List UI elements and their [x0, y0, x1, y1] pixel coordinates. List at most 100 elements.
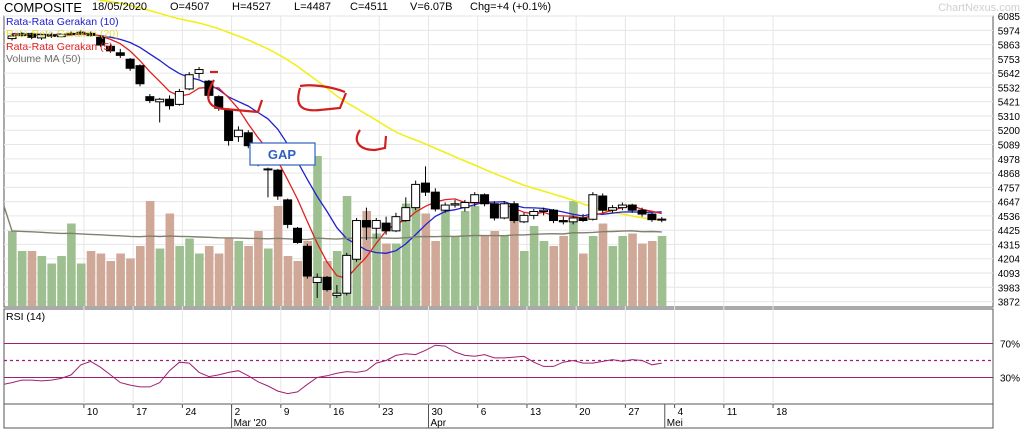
- date-tick-label: 23: [382, 407, 394, 418]
- volume-bar: [510, 213, 519, 306]
- candle-body: [489, 203, 499, 219]
- candle-body: [342, 254, 352, 294]
- volume-ma-line: [3, 205, 662, 241]
- candle-body: [470, 194, 480, 203]
- candle-body: [588, 194, 598, 220]
- date-tick-label: 30: [431, 407, 443, 418]
- candle-body: [568, 217, 578, 223]
- candle-body: [578, 217, 588, 222]
- date-tick-label: 24: [185, 407, 197, 418]
- candle-body: [233, 129, 243, 138]
- candle-body: [381, 222, 391, 232]
- volume-bar: [37, 256, 47, 306]
- candle-body: [263, 168, 273, 171]
- candle-body: [243, 132, 253, 147]
- candle-body: [135, 65, 145, 85]
- candle-body: [657, 218, 667, 221]
- price-tick-label: 4647: [998, 198, 1021, 209]
- volume-bar: [185, 238, 194, 306]
- volume-bar: [519, 251, 529, 306]
- volume-bar: [332, 251, 342, 306]
- volume-bar: [273, 206, 283, 306]
- rsi-panel: [3, 308, 994, 405]
- candle-body: [627, 204, 637, 211]
- volume-bar: [165, 213, 175, 306]
- volume-bar: [657, 236, 667, 306]
- candle-body: [115, 52, 125, 56]
- candle-body: [322, 276, 332, 291]
- volume-bar: [195, 253, 204, 306]
- volume-bar: [27, 251, 37, 306]
- volume-bar: [145, 201, 155, 306]
- candle-body: [332, 292, 342, 296]
- change-label: Chg=+4 (+0.1%): [470, 1, 552, 13]
- candle-body: [420, 182, 430, 193]
- price-tick-label: 5200: [998, 126, 1021, 137]
- volume-label: V=6.07B: [410, 1, 453, 13]
- volume-bar: [342, 196, 352, 306]
- price-tick-label: 5310: [998, 112, 1021, 123]
- volume-bar: [254, 231, 263, 306]
- volume-bar: [401, 203, 411, 306]
- price-tick-label: 4536: [998, 212, 1021, 223]
- volume-bar: [647, 241, 657, 306]
- volume-bar: [313, 156, 322, 306]
- candle-body: [391, 216, 401, 232]
- volume-bar: [451, 236, 460, 306]
- candle-body: [293, 227, 303, 243]
- candle-body: [371, 220, 381, 229]
- month-label: Mei: [667, 418, 683, 429]
- date-tick-label: 4: [678, 407, 684, 418]
- candle-body: [312, 276, 322, 283]
- date-tick-label: 10: [87, 407, 99, 418]
- price-tick-label: 5089: [998, 141, 1021, 152]
- symbol-label: COMPOSITE: [4, 0, 83, 15]
- close-label: C=4511: [350, 1, 389, 13]
- price-tick-label: 4868: [998, 169, 1021, 180]
- annotation-mark: [355, 129, 388, 152]
- volume-bar: [588, 236, 598, 306]
- candle-body: [76, 31, 86, 34]
- price-tick-label: 5532: [998, 83, 1021, 94]
- volume-bar: [47, 263, 56, 306]
- volume-bar: [135, 246, 145, 306]
- high-label: H=4527: [232, 1, 271, 13]
- candle-body: [174, 90, 184, 105]
- price-tick-label: 5863: [998, 41, 1021, 52]
- candle-body: [440, 204, 450, 211]
- volume-bar: [362, 211, 372, 306]
- candle-body: [509, 203, 519, 222]
- candle-body: [460, 201, 470, 209]
- date-tick-label: 13: [530, 407, 542, 418]
- candle-body: [302, 245, 312, 277]
- candle-body: [27, 32, 37, 38]
- volume-bar: [431, 241, 440, 306]
- date-tick-label: 17: [136, 407, 148, 418]
- candle-body: [96, 36, 106, 46]
- rsi-line: [3, 344, 662, 395]
- candle-body: [56, 33, 66, 38]
- date-tick-label: 27: [628, 407, 640, 418]
- volume-bar: [86, 251, 96, 306]
- price-tick-label: 4978: [998, 155, 1021, 166]
- candle-body: [155, 98, 165, 103]
- volume-bar: [96, 253, 106, 306]
- legend-ma5: Rata-Rata Gerakan (5): [6, 41, 113, 53]
- volume-bar: [204, 246, 214, 306]
- volume-bar: [116, 253, 125, 306]
- date-tick-label: 18: [776, 407, 788, 418]
- volume-bar: [480, 236, 490, 306]
- price-tick-label: 5642: [998, 69, 1021, 80]
- price-tick-label: 3983: [998, 283, 1021, 294]
- candle-body: [450, 203, 460, 206]
- candle-body: [145, 96, 155, 102]
- candle-body: [66, 32, 76, 35]
- volume-bar: [8, 231, 17, 306]
- volume-bar: [352, 221, 362, 306]
- volume-bar: [559, 236, 568, 306]
- candle-body: [17, 33, 27, 36]
- volume-bar: [490, 231, 500, 306]
- date-tick-label: 2: [235, 407, 241, 418]
